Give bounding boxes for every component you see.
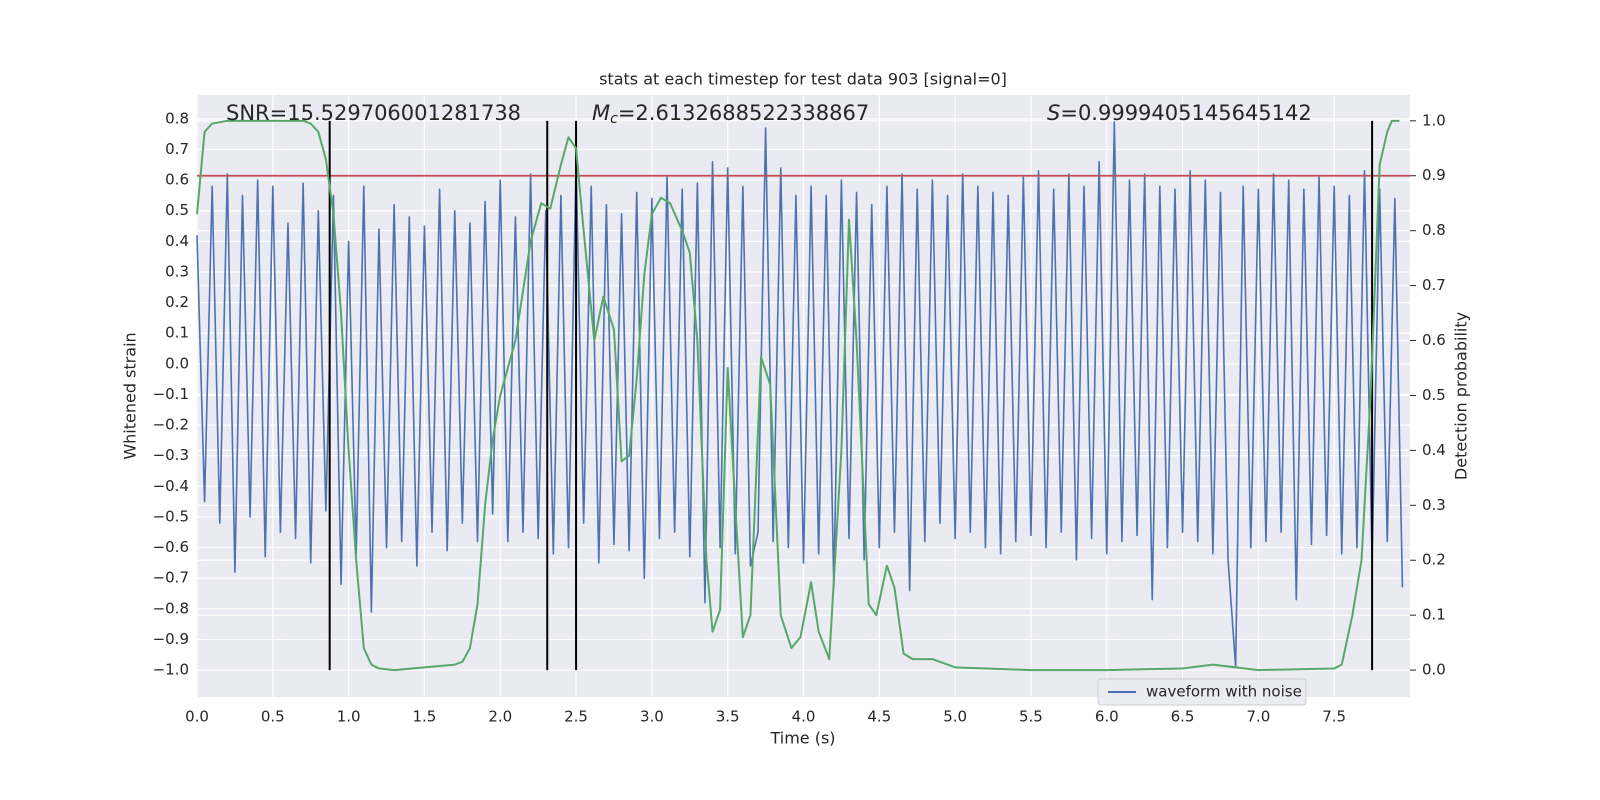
- x-tick-label: 1.0: [337, 708, 361, 726]
- y-tick-label: −0.4: [153, 477, 189, 495]
- y2-tick-label: 0.4: [1422, 441, 1446, 459]
- y-tick-label: 0.1: [165, 324, 189, 342]
- y-tick-label: −1.0: [153, 661, 189, 679]
- y2-tick-label: 0.6: [1422, 331, 1446, 349]
- y-tick-label: 0.2: [165, 293, 189, 311]
- x-tick-label: 7.5: [1322, 708, 1346, 726]
- y-axis-label: Whitened strain: [121, 332, 140, 459]
- y2-tick-label: 0.8: [1422, 221, 1446, 239]
- y2-tick-label: 0.1: [1422, 606, 1446, 624]
- y2-tick-label: 1.0: [1422, 111, 1446, 129]
- x-axis-label: Time (s): [769, 729, 835, 748]
- y-tick-label: 0.7: [165, 140, 189, 158]
- x-tick-label: 7.0: [1246, 708, 1270, 726]
- annotation: SNR=15.529706001281738: [226, 101, 521, 125]
- x-tick-label: 5.0: [943, 708, 967, 726]
- y-tick-label: 0.4: [165, 232, 189, 250]
- x-tick-label: 4.5: [867, 708, 891, 726]
- annotation-subscript: c: [610, 111, 618, 127]
- y-tick-label: 0.6: [165, 171, 189, 189]
- x-tick-label: 2.0: [488, 708, 512, 726]
- y2-axis-label: Detection probability: [1452, 312, 1471, 480]
- annotation-text: =0.9999405145645142: [1060, 101, 1311, 125]
- y-tick-label: −0.3: [153, 446, 189, 464]
- annotation-symbol: S: [1047, 101, 1060, 125]
- annotation: Mc=2.6132688522338867: [592, 101, 869, 127]
- y2-tick-label: 0.5: [1422, 386, 1446, 404]
- legend-box: [1097, 678, 1307, 706]
- y2-tick-label: 0.7: [1422, 276, 1446, 294]
- waveform-line: [196, 121, 1404, 668]
- y-tick-label: −0.5: [153, 507, 189, 525]
- y-tick-label: −0.7: [153, 569, 189, 587]
- x-tick-label: 6.0: [1095, 708, 1119, 726]
- y-tick-label: 0.0: [165, 354, 189, 372]
- x-tick-label: 0.0: [185, 708, 209, 726]
- x-tick-label: 3.5: [716, 708, 740, 726]
- y-tick-label: −0.8: [153, 599, 189, 617]
- annotation-text: SNR=15.529706001281738: [226, 101, 521, 125]
- x-tick-label: 2.5: [564, 708, 588, 726]
- legend-label: waveform with noise: [1146, 683, 1302, 701]
- probability-line: [196, 119, 1400, 672]
- chart-title: stats at each timestep for test data 903…: [599, 70, 1007, 89]
- x-tick-label: 4.0: [792, 708, 816, 726]
- y-tick-label: −0.2: [153, 416, 189, 434]
- annotation-symbol: M: [592, 101, 610, 125]
- y2-tick-label: 0.3: [1422, 496, 1446, 514]
- annotation-text: =2.6132688522338867: [618, 101, 869, 125]
- y-tick-label: 0.5: [165, 201, 189, 219]
- annotation: S=0.9999405145645142: [1047, 101, 1312, 125]
- y2-tick-label: 0.0: [1422, 661, 1446, 679]
- y-tick-label: −0.1: [153, 385, 189, 403]
- y-tick-label: −0.6: [153, 538, 189, 556]
- x-tick-label: 1.5: [413, 708, 437, 726]
- x-tick-label: 0.5: [261, 708, 285, 726]
- x-tick-label: 5.5: [1019, 708, 1043, 726]
- x-tick-label: 3.0: [640, 708, 664, 726]
- y2-tick-label: 0.2: [1422, 551, 1446, 569]
- x-tick-label: 6.5: [1171, 708, 1195, 726]
- y-tick-label: −0.9: [153, 630, 189, 648]
- y2-tick-label: 0.9: [1422, 166, 1446, 184]
- y-tick-label: 0.8: [165, 109, 189, 127]
- y-tick-label: 0.3: [165, 262, 189, 280]
